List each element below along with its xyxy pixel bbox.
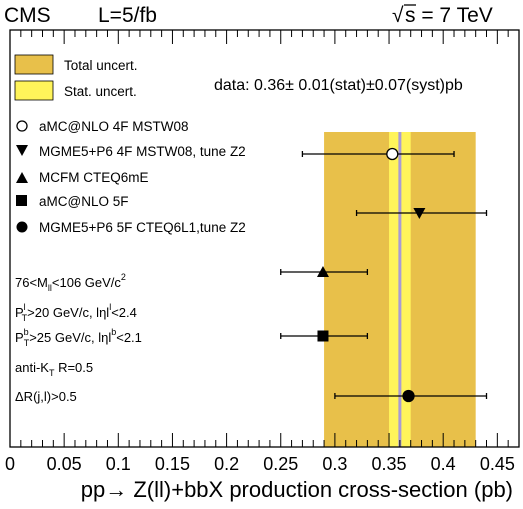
x-axis-title: pp→ Z(ll)+bbX production cross-section (… [81,477,513,502]
legend-model-3: aMC@NLO 5F [39,194,128,209]
cut-bjet-pt: Pb T>25 GeV/c, lηlb<2.1 [15,327,142,348]
marker-square [317,330,329,342]
marker-circle-open [386,147,399,161]
legend-model-1: MGME5+P6 4F MSTW08, tune Z2 [39,144,246,159]
cut-delta-r: ΔR(j,l)>0.5 [15,389,77,404]
x-tick-label: 0.05 [47,454,82,474]
x-tick-label: 0.25 [263,454,298,474]
legend-swatch-total [14,54,54,75]
legend-model-2: MCFM CTEQ6mE [39,170,149,185]
x-tick-label: 0.3 [322,454,347,474]
x-tick-label: 0.4 [431,454,456,474]
model-point-2 [280,266,369,277]
legend-label-total: Total uncert. [64,58,138,73]
model-point-4 [334,389,488,403]
x-tick-label: 0.45 [480,454,515,474]
legend-marker-filled-circle-icon [16,221,28,233]
legend-swatch-stat [14,80,54,101]
marker-circle [402,389,415,403]
x-tick-label: 0.15 [155,454,190,474]
plot-frame [9,29,520,448]
legend-marker-square-icon [16,195,27,206]
model-legend: aMC@NLO 4F MSTW08 MGME5+P6 4F MSTW08, tu… [16,119,246,235]
selection-cuts: 76<Mll<106 GeV/c2 Pl T>20 GeV/c, lηll<2.4… [15,272,142,404]
x-axis-ticks [9,30,520,447]
x-tick-label: 0 [5,454,15,474]
x-axis-tick-labels: 0 0.05 0.1 0.15 0.2 0.25 0.3 0.35 0.4 0.45 [5,454,515,474]
energy-label: s = 7 TeV [405,4,493,27]
legend-marker-triangle-down-icon [16,145,28,156]
marker-triangle-down [413,208,426,219]
model-point-1 [355,208,488,219]
x-tick-label: 0.35 [372,454,407,474]
model-point-3 [280,330,369,342]
legend-marker-open-circle-icon [16,120,28,132]
x-tick-label: 0.1 [106,454,131,474]
legend-model-0: aMC@NLO 4F MSTW08 [39,119,188,134]
legend-label-stat: Stat. uncert. [64,84,137,99]
legend-marker-triangle-up-icon [16,172,28,183]
legend-model-4: MGME5+P6 5F CTEQ6L1,tune Z2 [39,220,246,235]
cut-lepton-pt: Pl T>20 GeV/c, lηll<2.4 [15,302,137,323]
x-tick-label: 0.2 [214,454,239,474]
model-point-0 [301,147,455,161]
model-points [280,147,488,403]
marker-triangle-up [316,266,329,277]
cut-mass: 76<Mll<106 GeV/c2 [15,272,126,293]
luminosity-label: L=5/fb [98,4,157,27]
experiment-label: CMS [4,4,51,27]
data-measurement-label: data: 0.36± 0.01(stat)±0.07(syst)pb [214,77,463,94]
cut-jet-algo: anti-KT R=0.5 [15,360,93,378]
sqrt-symbol: √ [392,4,404,27]
